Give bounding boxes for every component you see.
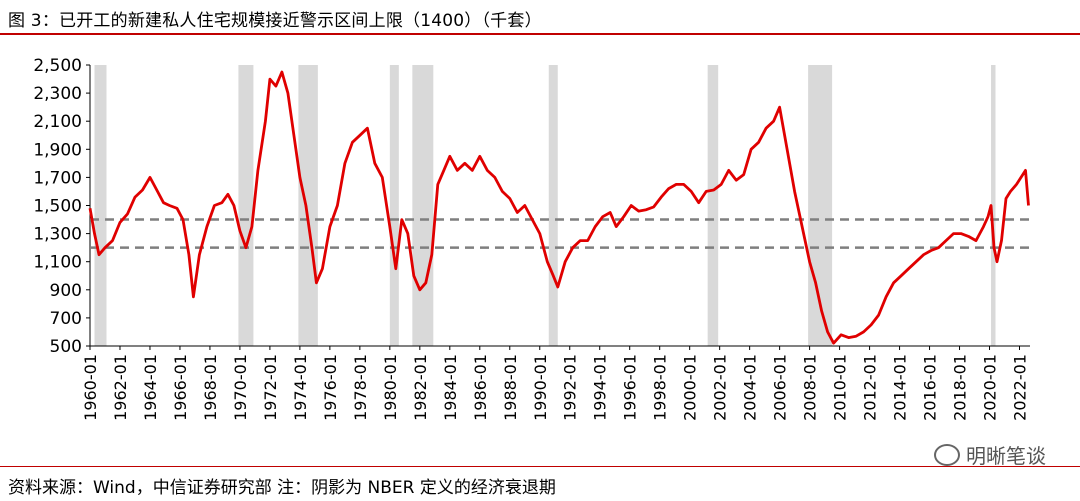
y-tick-label: 500 xyxy=(50,337,82,357)
chart-title: 图 3：已开工的新建私人住宅规模接近警示区间上限（1400）（千套） xyxy=(8,11,542,31)
x-tick-label: 1980-01 xyxy=(381,354,400,421)
recession-band xyxy=(94,65,107,346)
x-tick-label: 2010-01 xyxy=(831,354,850,421)
y-tick-label: 1,500 xyxy=(33,197,82,217)
x-tick-label: 2016-01 xyxy=(921,354,940,421)
y-tick-label: 1,700 xyxy=(33,168,82,188)
x-tick-label: 1982-01 xyxy=(411,354,430,421)
x-tick-label: 2012-01 xyxy=(861,354,880,421)
y-tick-label: 700 xyxy=(50,309,82,329)
x-tick-label: 1974-01 xyxy=(291,354,310,421)
x-tick-label: 2022-01 xyxy=(1011,354,1030,421)
recession-band xyxy=(548,65,558,346)
x-tick-label: 2004-01 xyxy=(741,354,760,421)
wechat-icon xyxy=(934,443,960,466)
watermark-text: 明晰笔谈 xyxy=(966,444,1046,468)
title-divider xyxy=(0,33,1080,35)
x-tick-label: 1968-01 xyxy=(201,354,220,421)
x-tick-label: 1964-01 xyxy=(141,354,160,421)
y-tick-label: 1,100 xyxy=(33,253,82,273)
x-tick-label: 1998-01 xyxy=(651,354,670,421)
x-tick-label: 1978-01 xyxy=(351,354,370,421)
x-tick-label: 1986-01 xyxy=(471,354,490,421)
x-tick-label: 2020-01 xyxy=(981,354,1000,421)
recession-band xyxy=(412,65,434,346)
y-tick-label: 1,300 xyxy=(33,225,82,245)
recession-band xyxy=(238,65,254,346)
x-tick-label: 1972-01 xyxy=(261,354,280,421)
y-tick-label: 2,100 xyxy=(33,112,82,132)
x-tick-label: 1976-01 xyxy=(321,354,340,421)
x-tick-label: 2000-01 xyxy=(681,354,700,421)
x-tick-label: 2006-01 xyxy=(771,354,790,421)
x-tick-label: 1960-01 xyxy=(81,354,100,421)
x-tick-label: 2018-01 xyxy=(951,354,970,421)
x-tick-label: 1990-01 xyxy=(531,354,550,421)
line-chart: 500 700 900 1,100 1,300 1,500 1,700 1,900 2,100 2… xyxy=(33,56,1030,421)
recession-band xyxy=(389,65,399,346)
x-tick-label: 1962-01 xyxy=(111,354,130,421)
y-tick-label: 2,300 xyxy=(33,84,82,104)
source-note: 资料来源：Wind，中信证券研究部 注：阴影为 NBER 定义的经济衰退期 xyxy=(8,478,556,498)
x-tick-label: 2008-01 xyxy=(801,354,820,421)
source-divider xyxy=(0,466,1080,467)
chart-area: 500 700 900 1,100 1,300 1,500 1,700 1,900 2,100 2… xyxy=(0,35,1080,465)
x-tick-label: 1992-01 xyxy=(561,354,580,421)
y-tick-label: 1,900 xyxy=(33,140,82,160)
y-tick-label: 900 xyxy=(50,281,82,301)
x-tick-label: 1966-01 xyxy=(171,354,190,421)
watermark: 明晰笔谈 xyxy=(934,440,1046,469)
x-tick-label: 1996-01 xyxy=(621,354,640,421)
x-tick-label: 1970-01 xyxy=(231,354,250,421)
x-tick-label: 2014-01 xyxy=(891,354,910,421)
recession-band xyxy=(707,65,719,346)
y-tick-label: 2,500 xyxy=(33,56,82,76)
x-tick-label: 2002-01 xyxy=(711,354,730,421)
x-tick-label: 1994-01 xyxy=(591,354,610,421)
recession-band xyxy=(298,65,318,346)
x-tick-label: 1984-01 xyxy=(441,354,460,421)
x-tick-label: 1988-01 xyxy=(501,354,520,421)
recession-band xyxy=(991,65,996,346)
housing-starts-line xyxy=(88,70,1030,345)
